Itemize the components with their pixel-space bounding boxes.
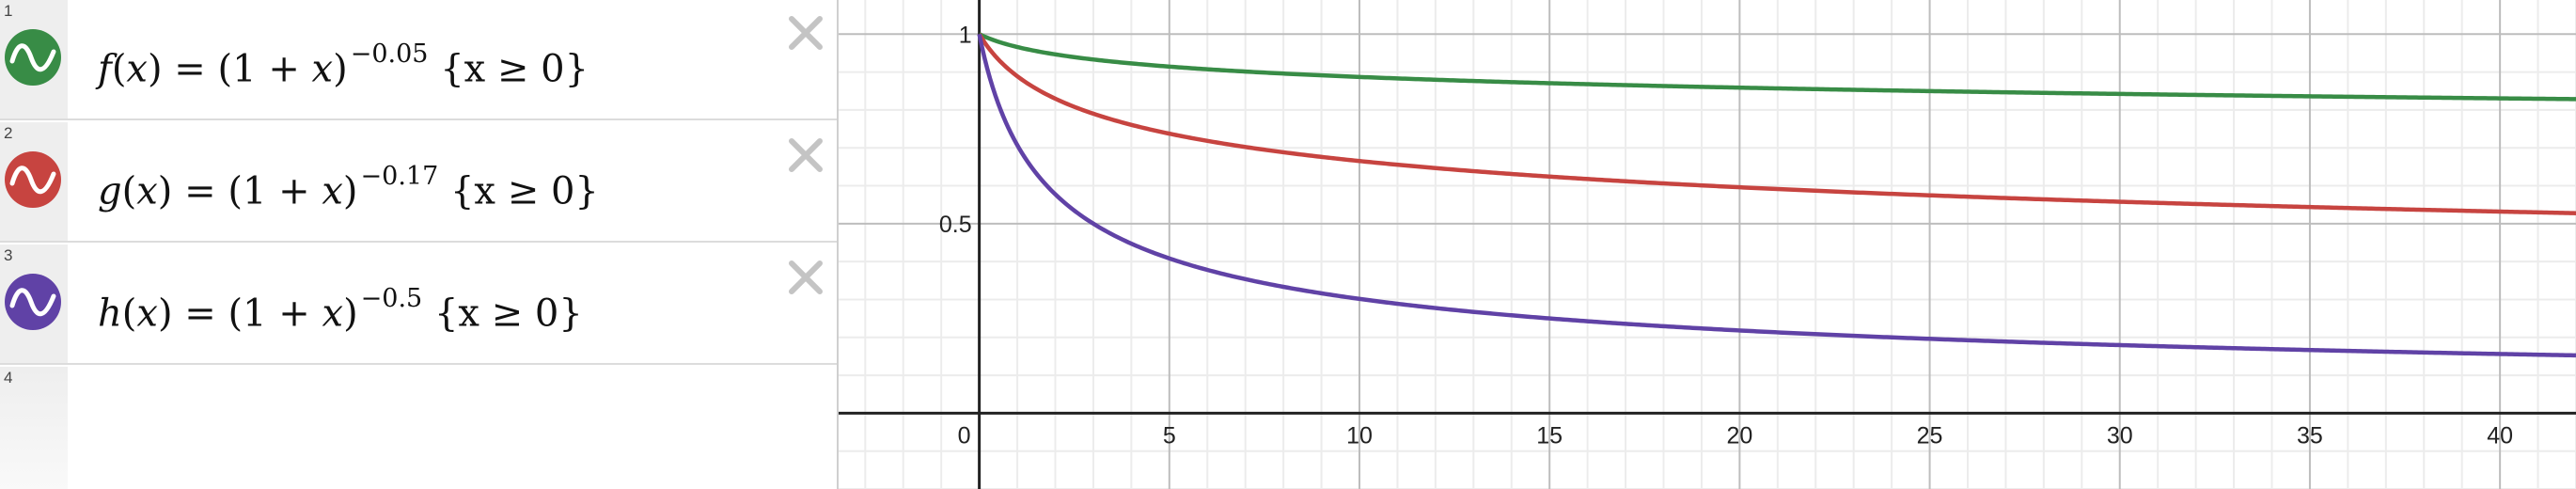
function-exponent: −0.17 xyxy=(360,162,439,191)
close-icon[interactable] xyxy=(784,11,827,55)
x-tick-label: 0 xyxy=(958,422,971,449)
expression-list: 1 f(x) = (1 + x) −0.05 {x ≥ 0} 2 xyxy=(0,0,839,489)
function-variable: x xyxy=(136,292,158,336)
expression-formula[interactable]: g(x) = (1 + x) −0.17 {x ≥ 0} xyxy=(98,162,599,213)
graph-wave-icon[interactable] xyxy=(4,28,62,87)
x-tick-label: 10 xyxy=(1346,422,1373,449)
x-tick-label: 20 xyxy=(1726,422,1752,449)
graph-canvas[interactable]: 0 5 10 15 20 25 30 35 40 0.5 1 xyxy=(839,0,2576,489)
empty-expression-row[interactable]: 4 xyxy=(0,367,837,489)
series-line xyxy=(977,33,2576,215)
close-icon[interactable] xyxy=(784,256,827,299)
expression-index: 1 xyxy=(4,2,13,20)
domain-restriction: {x ≥ 0} xyxy=(433,292,583,336)
domain-restriction: {x ≥ 0} xyxy=(449,169,599,213)
function-exponent: −0.5 xyxy=(360,284,423,313)
expression-index: 2 xyxy=(4,124,13,142)
x-tick-label: 5 xyxy=(1163,422,1176,449)
x-tick-label: 40 xyxy=(2487,422,2513,449)
x-tick-label: 25 xyxy=(1917,422,1943,449)
expression-row[interactable]: 1 f(x) = (1 + x) −0.05 {x ≥ 0} xyxy=(0,0,837,120)
function-base: (1 + xyxy=(217,47,312,91)
expression-row[interactable]: 2 g(x) = (1 + x) −0.17 {x ≥ 0} xyxy=(0,122,837,243)
expression-formula[interactable]: h(x) = (1 + x) −0.5 {x ≥ 0} xyxy=(98,284,583,336)
x-tick-label: 35 xyxy=(2297,422,2323,449)
series-line xyxy=(978,32,2576,102)
function-base: (1 + xyxy=(228,292,322,336)
graph-paper[interactable]: 0 5 10 15 20 25 30 35 40 0.5 1 xyxy=(839,0,2576,489)
expression-index: 3 xyxy=(4,246,13,264)
x-tick-label: 30 xyxy=(2107,422,2133,449)
y-tick-label: 1 xyxy=(959,22,972,48)
expression-tab[interactable]: 4 xyxy=(0,367,68,489)
function-name: g xyxy=(98,169,122,213)
expression-index: 4 xyxy=(4,369,13,386)
domain-restriction: {x ≥ 0} xyxy=(440,47,589,91)
expression-formula[interactable]: f(x) = (1 + x) −0.05 {x ≥ 0} xyxy=(98,39,589,91)
function-name: f xyxy=(98,47,112,91)
expression-row[interactable]: 3 h(x) = (1 + x) −0.5 {x ≥ 0} xyxy=(0,244,837,365)
x-tick-label: 15 xyxy=(1536,422,1563,449)
close-icon[interactable] xyxy=(784,134,827,177)
y-tick-label: 0.5 xyxy=(939,212,972,238)
expression-tab[interactable]: 3 xyxy=(0,244,68,363)
series-line xyxy=(977,33,2576,358)
function-exponent: −0.05 xyxy=(350,39,429,69)
expression-tab[interactable]: 2 xyxy=(0,122,68,241)
function-base: (1 + xyxy=(228,169,322,213)
function-variable: x xyxy=(126,47,148,91)
graph-wave-icon[interactable] xyxy=(4,273,62,331)
function-name: h xyxy=(98,292,122,336)
graph-wave-icon[interactable] xyxy=(4,150,62,209)
function-variable: x xyxy=(136,169,158,213)
expression-tab[interactable]: 1 xyxy=(0,0,68,118)
